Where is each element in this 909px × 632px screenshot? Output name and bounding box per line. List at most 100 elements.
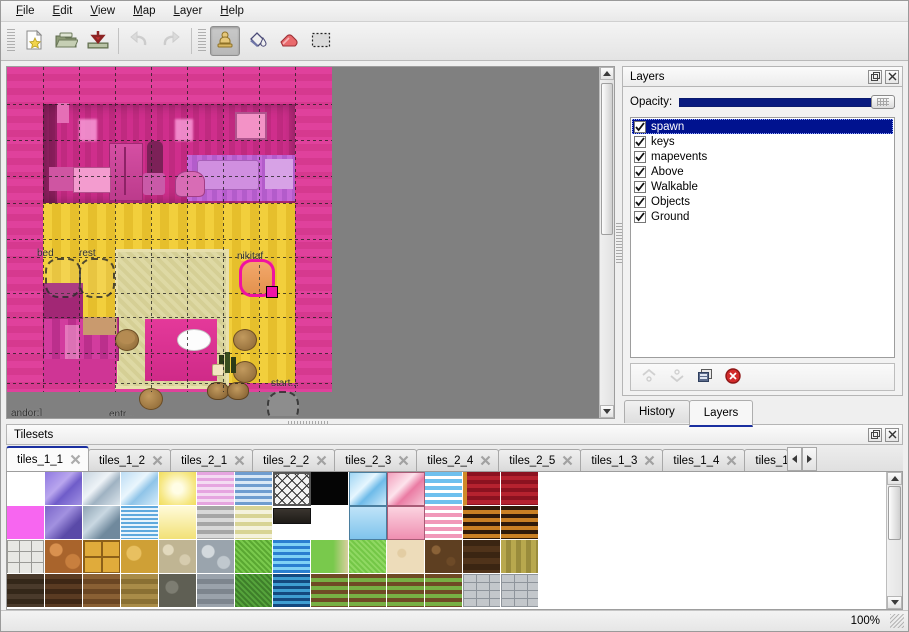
vertical-splitter[interactable] — [615, 61, 622, 424]
duplicate-layer-button[interactable] — [693, 366, 717, 388]
tileset-tab-tiles_1_1[interactable]: tiles_1_1 — [6, 446, 90, 471]
map-object-nikitaf-selected[interactable] — [239, 259, 275, 297]
tile-cell[interactable] — [425, 574, 463, 608]
tile-cell[interactable] — [349, 574, 387, 608]
tile-cell[interactable] — [197, 506, 235, 540]
tileset-scroll-down-button[interactable] — [887, 596, 902, 609]
opacity-slider-track[interactable] — [679, 98, 895, 107]
tile-cell[interactable] — [463, 574, 501, 608]
tileset-tab-tiles_1_4[interactable]: tiles_1_4 — [662, 449, 746, 471]
toolbar-grip-2[interactable] — [198, 29, 206, 53]
map-object-rest[interactable] — [79, 258, 115, 298]
lower-layer-button[interactable] — [665, 366, 689, 388]
tile-cell[interactable] — [349, 506, 387, 540]
undo-button[interactable] — [124, 26, 154, 56]
layer-row-walkable[interactable]: Walkable — [632, 179, 893, 194]
map-canvas[interactable]: bed rest nikitaf andor:] entr... start..… — [7, 67, 599, 416]
close-icon[interactable] — [885, 69, 899, 84]
stamp-brush-button[interactable] — [210, 26, 240, 56]
tile-cell[interactable] — [235, 472, 273, 506]
tab-close-icon[interactable] — [152, 455, 163, 466]
new-map-button[interactable] — [19, 26, 49, 56]
tileset-tab-tiles_2_2[interactable]: tiles_2_2 — [252, 449, 336, 471]
rectangle-select-button[interactable] — [306, 26, 336, 56]
tile-cell[interactable] — [387, 540, 425, 574]
menu-view[interactable]: View — [90, 5, 116, 17]
tile-cell[interactable] — [121, 540, 159, 574]
tile-cell[interactable] — [45, 506, 83, 540]
resize-grip[interactable] — [890, 614, 904, 628]
selection-resize-handle[interactable] — [266, 286, 278, 298]
tile-cell[interactable] — [501, 540, 539, 574]
tab-history[interactable]: History — [624, 400, 690, 423]
tileset-tab-tiles_2_1[interactable]: tiles_2_1 — [170, 449, 254, 471]
tile-cell[interactable] — [197, 472, 235, 506]
tileset-tab-tiles_1_5[interactable]: tiles_1_ — [744, 449, 789, 471]
tile-cell[interactable] — [463, 472, 501, 506]
tab-close-icon[interactable] — [480, 455, 491, 466]
bucket-fill-button[interactable] — [242, 26, 272, 56]
tab-close-icon[interactable] — [644, 455, 655, 466]
tile-cell[interactable] — [311, 472, 349, 506]
tile-cell[interactable] — [387, 574, 425, 608]
menu-file[interactable]: File — [16, 5, 35, 17]
tile-cell[interactable] — [159, 506, 197, 540]
tileset-tab-tiles_2_4[interactable]: tiles_2_4 — [416, 449, 500, 471]
tile-cell[interactable] — [235, 506, 273, 540]
layer-row-mapevents[interactable]: mapevents — [632, 149, 893, 164]
layer-visibility-checkbox[interactable] — [634, 165, 646, 178]
tab-layers[interactable]: Layers — [688, 400, 754, 427]
tab-close-icon[interactable] — [316, 455, 327, 466]
tile-cell[interactable] — [387, 472, 425, 506]
layer-row-above[interactable]: Above — [632, 164, 893, 179]
tile-cell[interactable] — [425, 472, 463, 506]
tile-cell[interactable] — [83, 574, 121, 608]
layer-visibility-checkbox[interactable] — [634, 135, 646, 148]
layer-list[interactable]: spawn keys mapevents Above — [630, 117, 895, 358]
tile-cell[interactable] — [83, 506, 121, 540]
tile-cell[interactable] — [197, 574, 235, 608]
map-scroll-thumb[interactable] — [601, 83, 613, 235]
tileset-tab-tiles_1_2[interactable]: tiles_1_2 — [88, 449, 172, 471]
delete-layer-button[interactable] — [721, 366, 745, 388]
tab-close-icon[interactable] — [398, 455, 409, 466]
tileset-scroll-thumb[interactable] — [888, 486, 901, 540]
tileset-view[interactable] — [6, 472, 903, 610]
tile-cell[interactable] — [159, 472, 197, 506]
tile-cell[interactable] — [83, 472, 121, 506]
tile-cell[interactable] — [425, 540, 463, 574]
map-view[interactable]: bed rest nikitaf andor:] entr... start..… — [6, 66, 615, 419]
tile-cell[interactable] — [83, 540, 121, 574]
tile-cell[interactable] — [197, 540, 235, 574]
tab-close-icon[interactable] — [70, 454, 81, 465]
layer-row-spawn[interactable]: spawn — [632, 119, 893, 134]
tile-cell[interactable] — [463, 506, 501, 540]
layer-visibility-checkbox[interactable] — [634, 180, 646, 193]
tabbar-scroll-right-button[interactable] — [802, 447, 818, 471]
menu-map[interactable]: Map — [133, 5, 156, 17]
menu-layer[interactable]: Layer — [173, 5, 203, 17]
map-scroll-up-button[interactable] — [600, 67, 614, 80]
map-scroll-down-button[interactable] — [600, 405, 614, 418]
toolbar-grip[interactable] — [7, 29, 15, 53]
tile-cell[interactable] — [45, 540, 83, 574]
tile-cell[interactable] — [45, 472, 83, 506]
tile-cell[interactable] — [501, 472, 539, 506]
layer-visibility-checkbox[interactable] — [634, 210, 646, 223]
tab-close-icon[interactable] — [726, 455, 737, 466]
tileset-vertical-scrollbar[interactable] — [886, 472, 902, 609]
tile-cell[interactable] — [7, 574, 45, 608]
tile-cell[interactable] — [273, 574, 311, 608]
raise-layer-button[interactable] — [637, 366, 661, 388]
tile-cell[interactable] — [463, 540, 501, 574]
tileset-tab-tiles_2_5[interactable]: tiles_2_5 — [498, 449, 582, 471]
layer-visibility-checkbox[interactable] — [634, 150, 646, 163]
float-icon[interactable] — [868, 427, 882, 442]
tile-cell[interactable] — [311, 540, 349, 574]
tile-cell[interactable] — [501, 574, 539, 608]
map-object-bed[interactable] — [45, 258, 81, 298]
map-vertical-scrollbar[interactable] — [599, 67, 614, 418]
tile-cell[interactable] — [7, 472, 45, 506]
layer-row-keys[interactable]: keys — [632, 134, 893, 149]
tabbar-scroll-left-button[interactable] — [787, 447, 803, 471]
